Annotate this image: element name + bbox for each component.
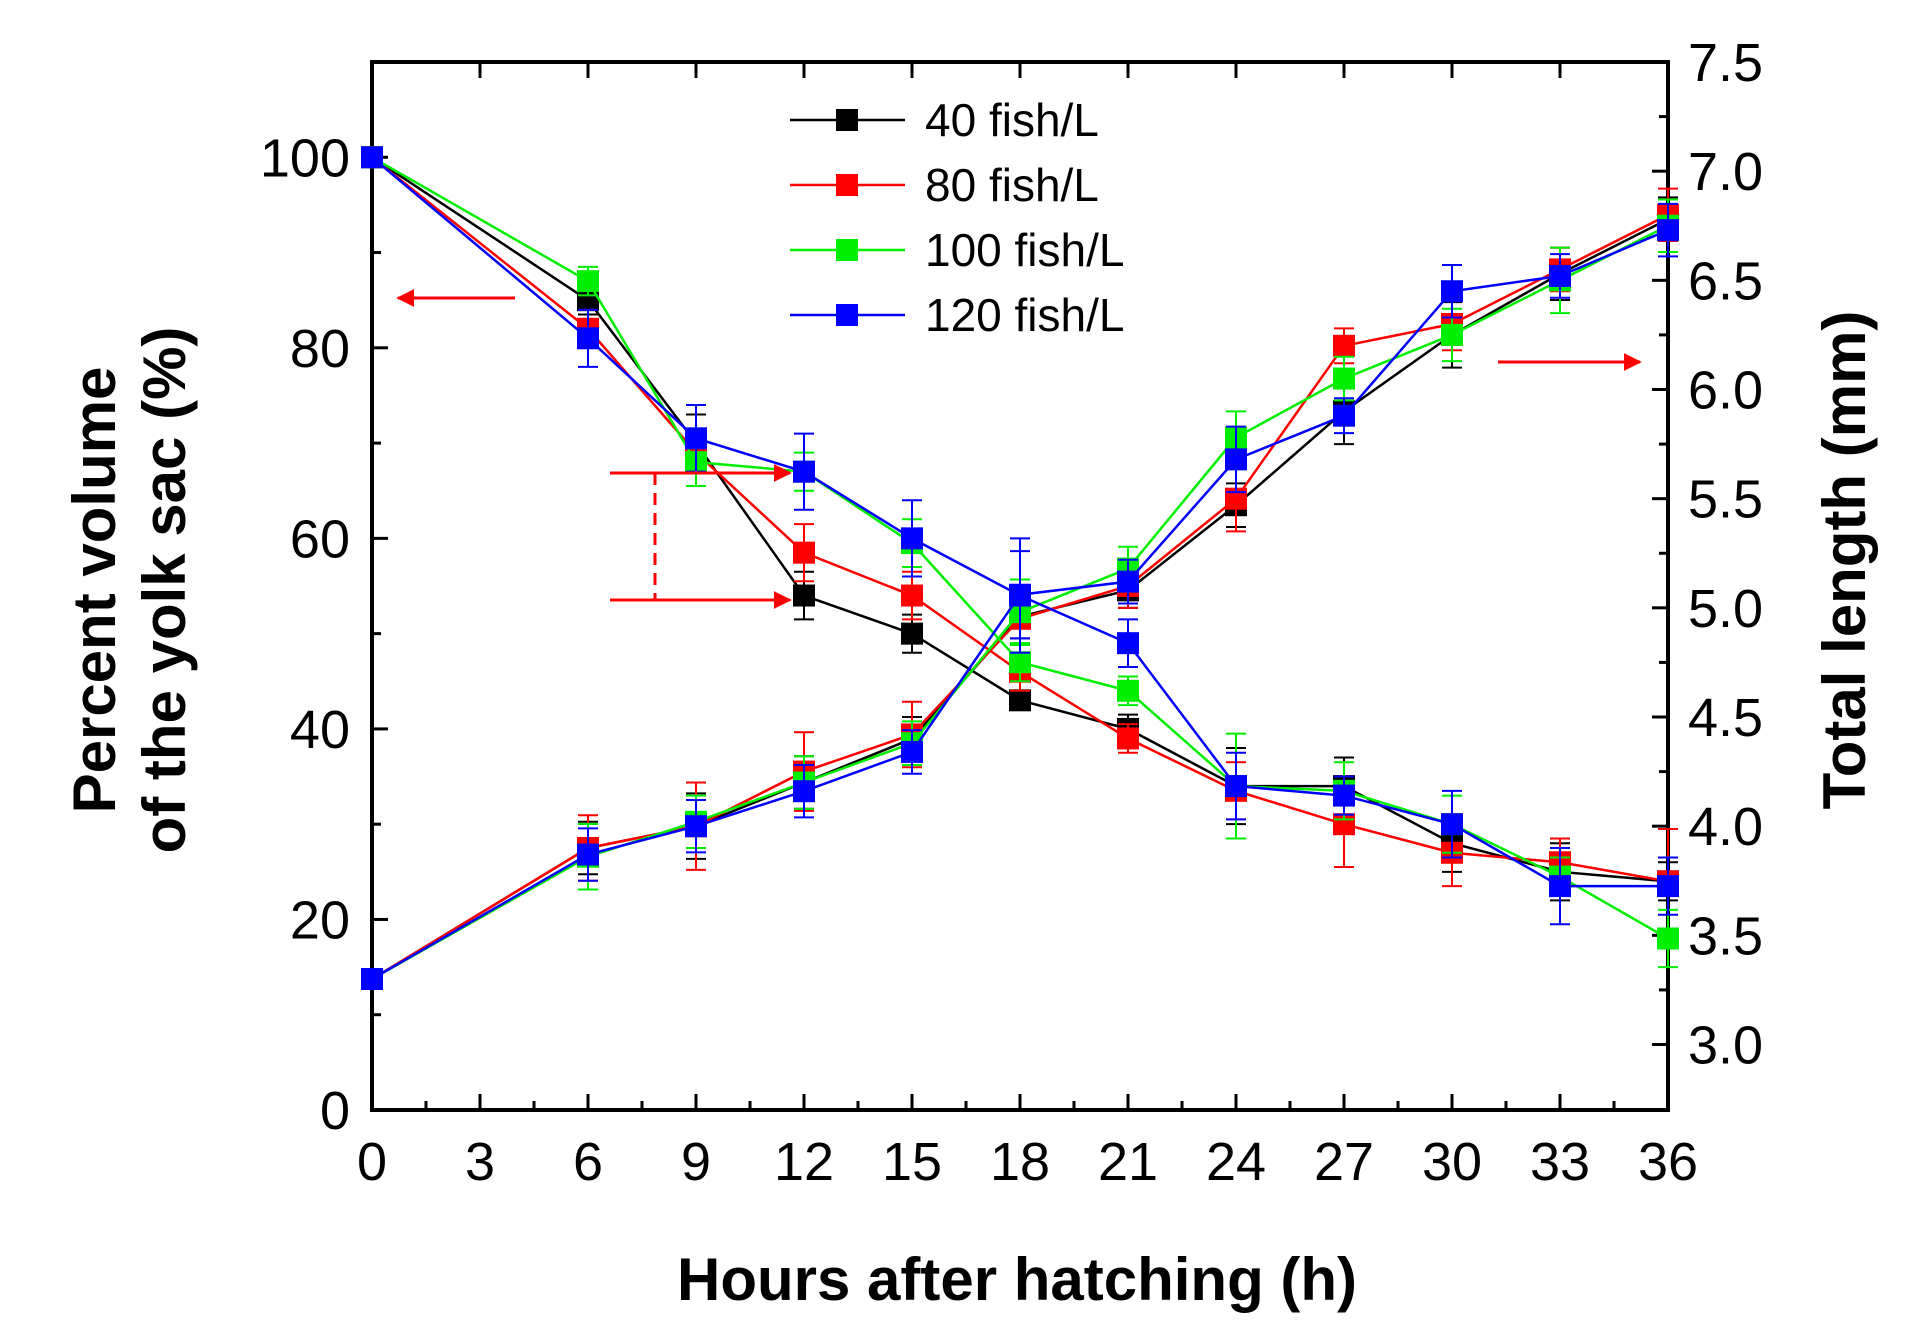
left-y-tick-label: 100 bbox=[260, 128, 350, 188]
x-tick-label: 12 bbox=[774, 1132, 834, 1192]
x-tick-label: 6 bbox=[573, 1132, 603, 1192]
x-tick-label: 27 bbox=[1314, 1132, 1374, 1192]
right-y-axis-title: Total length (mm) bbox=[1811, 311, 1878, 810]
data-point bbox=[1441, 813, 1463, 836]
right-y-tick-label: 3.0 bbox=[1688, 1016, 1763, 1076]
series-layer bbox=[361, 146, 1679, 990]
left-y-tick-label: 40 bbox=[290, 700, 350, 760]
data-point bbox=[1117, 679, 1139, 702]
left-y-tick-label: 0 bbox=[320, 1081, 350, 1141]
right-y-tick-label: 7.0 bbox=[1688, 142, 1763, 202]
right-y-tick-label: 5.0 bbox=[1688, 579, 1763, 639]
series-line bbox=[371, 156, 1668, 888]
data-point bbox=[1117, 632, 1139, 655]
right-y-tick-label: 5.5 bbox=[1688, 470, 1763, 530]
data-point bbox=[1657, 875, 1679, 898]
data-point bbox=[1657, 219, 1679, 242]
x-axis-title: Hours after hatching (h) bbox=[677, 1246, 1357, 1313]
data-point bbox=[1333, 367, 1355, 390]
right-y-tick-label: 3.5 bbox=[1688, 906, 1763, 966]
data-point bbox=[361, 146, 383, 169]
right-y-tick-label: 4.5 bbox=[1688, 688, 1763, 748]
data-point bbox=[1441, 323, 1463, 346]
series-line bbox=[371, 156, 1669, 940]
data-point bbox=[793, 780, 815, 803]
legend-marker bbox=[836, 109, 858, 131]
data-point bbox=[577, 270, 599, 293]
data-point bbox=[1549, 264, 1571, 287]
data-point bbox=[1333, 784, 1355, 807]
legend-marker bbox=[836, 304, 858, 326]
data-point bbox=[1333, 334, 1355, 357]
left-y-axis-title-line1: Percent volume bbox=[61, 367, 128, 814]
data-point bbox=[1657, 927, 1679, 950]
x-tick-label: 0 bbox=[357, 1132, 387, 1192]
right-y-axis: 3.0 3.5 4.0 4.5 5.0 5.5 6.0 6.5 7.0 7.5 bbox=[1652, 33, 1763, 1076]
data-point bbox=[1117, 727, 1139, 750]
right-y-tick-label: 4.0 bbox=[1688, 797, 1763, 857]
data-point bbox=[1549, 875, 1571, 898]
data-point bbox=[901, 622, 923, 645]
data-point bbox=[793, 541, 815, 564]
annotations bbox=[396, 289, 1642, 609]
data-point bbox=[685, 815, 707, 838]
data-point bbox=[793, 460, 815, 483]
x-tick-label: 33 bbox=[1530, 1132, 1590, 1192]
left-y-axis: 0 20 40 60 80 100 bbox=[260, 60, 388, 1141]
data-point bbox=[1225, 775, 1247, 798]
left-y-axis-title-line2: of the yolk sac (%) bbox=[131, 327, 198, 854]
x-tick-label: 3 bbox=[465, 1132, 495, 1192]
data-point bbox=[901, 740, 923, 763]
data-point bbox=[1117, 570, 1139, 593]
x-tick-label: 21 bbox=[1098, 1132, 1158, 1192]
data-point bbox=[1333, 404, 1355, 427]
legend-label: 100 fish/L bbox=[925, 224, 1124, 276]
data-point bbox=[1009, 689, 1031, 712]
data-point bbox=[901, 527, 923, 550]
right-y-tick-label: 7.5 bbox=[1688, 33, 1763, 93]
x-tick-label: 36 bbox=[1638, 1132, 1698, 1192]
series-line bbox=[371, 228, 1669, 981]
data-point bbox=[1225, 487, 1247, 510]
series-line bbox=[371, 224, 1669, 981]
x-tick-label: 30 bbox=[1422, 1132, 1482, 1192]
right-y-tick-label: 6.5 bbox=[1688, 251, 1763, 311]
data-point bbox=[685, 427, 707, 450]
x-tick-label: 15 bbox=[882, 1132, 942, 1192]
series-line bbox=[371, 156, 1669, 883]
data-point bbox=[1441, 280, 1463, 303]
legend-label: 120 fish/L bbox=[925, 289, 1124, 341]
data-point bbox=[1009, 651, 1031, 674]
legend: 40 fish/L 80 fish/L 100 fish/L 120 fish/L bbox=[790, 94, 1124, 341]
data-point bbox=[1009, 583, 1031, 606]
legend-label: 40 fish/L bbox=[925, 94, 1099, 146]
left-y-tick-label: 80 bbox=[290, 319, 350, 379]
series-length bbox=[361, 202, 1679, 990]
legend-marker bbox=[836, 239, 858, 261]
x-axis: 0 3 6 9 12 15 18 21 24 27 30 33 36 bbox=[357, 62, 1698, 1192]
left-y-tick-label: 20 bbox=[290, 890, 350, 950]
legend-marker bbox=[836, 174, 858, 196]
data-point bbox=[577, 843, 599, 866]
legend-label: 80 fish/L bbox=[925, 159, 1099, 211]
data-point bbox=[901, 584, 923, 607]
data-point bbox=[1225, 448, 1247, 471]
x-tick-label: 9 bbox=[681, 1132, 711, 1192]
data-point bbox=[577, 327, 599, 350]
x-tick-label: 24 bbox=[1206, 1132, 1266, 1192]
x-tick-label: 18 bbox=[990, 1132, 1050, 1192]
data-point bbox=[361, 968, 383, 990]
right-y-tick-label: 6.0 bbox=[1688, 361, 1763, 421]
data-point bbox=[793, 584, 815, 607]
left-y-tick-label: 60 bbox=[290, 509, 350, 569]
